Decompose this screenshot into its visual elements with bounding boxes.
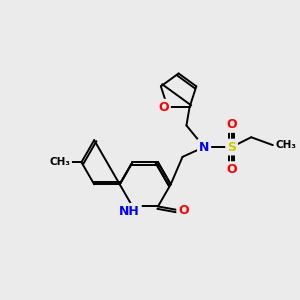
- Text: O: O: [226, 118, 237, 131]
- Text: O: O: [178, 204, 189, 217]
- Text: N: N: [199, 141, 209, 154]
- Text: O: O: [158, 101, 169, 114]
- Text: O: O: [226, 163, 237, 176]
- Text: NH: NH: [119, 205, 140, 218]
- Text: CH₃: CH₃: [276, 140, 297, 150]
- Text: S: S: [227, 141, 236, 154]
- Text: CH₃: CH₃: [50, 157, 70, 167]
